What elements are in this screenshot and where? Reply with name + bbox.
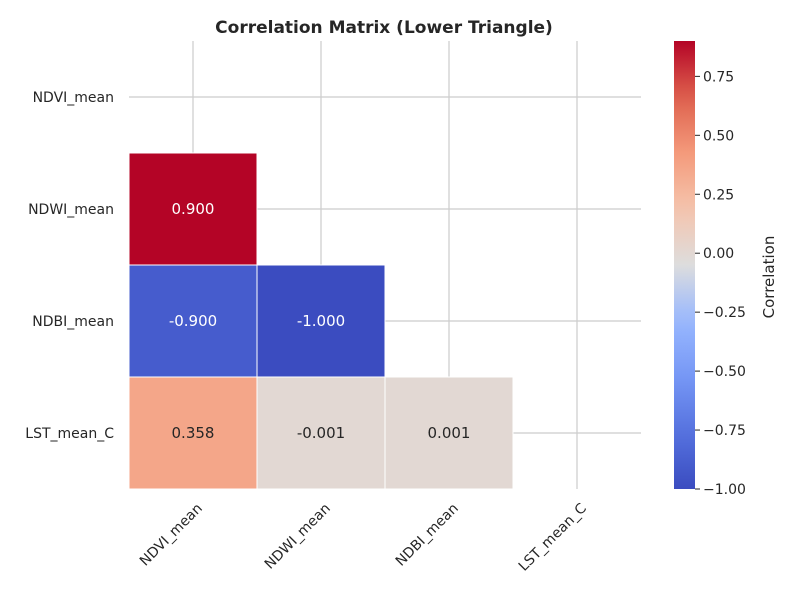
- heatmap-cell-LST_mean_C-NDBI_mean: [384, 376, 514, 490]
- heatmap-cell-NDWI_mean-NDVI_mean: [128, 152, 258, 266]
- x-tick-label: LST_mean_C: [516, 500, 590, 574]
- y-tick-label: NDBI_mean: [32, 314, 114, 330]
- colorbar-tick-label: −0.75: [703, 423, 746, 439]
- colorbar-tick-label: 0.75: [703, 69, 734, 85]
- colorbar-tick-label: −0.50: [703, 364, 746, 380]
- heatmap-cells: 0.900 -0.900 -1.000 0.358 -0.001 0.001: [128, 152, 514, 490]
- heatmap-cell-LST_mean_C-NDVI_mean: [128, 376, 258, 490]
- cell-value-label: 0.900: [172, 200, 215, 218]
- cell-value-label: 0.358: [172, 424, 215, 442]
- colorbar-tick-label: 0.00: [703, 246, 734, 262]
- cell-value-label: -0.900: [169, 312, 217, 330]
- colorbar-label: Correlation: [760, 236, 778, 319]
- colorbar-tick-label: −0.25: [703, 305, 746, 321]
- colorbar-tick-label: 0.25: [703, 187, 734, 203]
- cell-value-label: 0.001: [428, 424, 471, 442]
- y-tick-label: NDWI_mean: [28, 202, 114, 218]
- colorbar-tick-label: 0.50: [703, 128, 734, 144]
- heatmap-cell-LST_mean_C-NDWI_mean: [256, 376, 386, 490]
- colorbar: 0.75 0.50 0.25 0.00 −0.25 −0.50 −0.75 −1.00 Corr…: [674, 41, 778, 498]
- heatmap-cell-NDBI_mean-NDWI_mean: [256, 264, 386, 378]
- cell-value-label: -0.001: [297, 424, 345, 442]
- chart-title: Correlation Matrix (Lower Triangle): [215, 18, 553, 38]
- y-tick-label: NDVI_mean: [33, 90, 114, 106]
- x-tick-label: NDBI_mean: [393, 501, 462, 570]
- x-tick-label: NDWI_mean: [262, 501, 334, 573]
- colorbar-tick-label: −1.00: [703, 482, 746, 498]
- y-tick-label: LST_mean_C: [25, 426, 114, 442]
- x-tick-labels: NDVI_mean NDWI_mean NDBI_mean LST_mean_C: [137, 500, 590, 574]
- x-tick-label: NDVI_mean: [137, 501, 206, 570]
- y-tick-labels: NDVI_mean NDWI_mean NDBI_mean LST_mean_C: [25, 90, 114, 442]
- colorbar-gradient: [674, 41, 695, 489]
- cell-value-label: -1.000: [297, 312, 345, 330]
